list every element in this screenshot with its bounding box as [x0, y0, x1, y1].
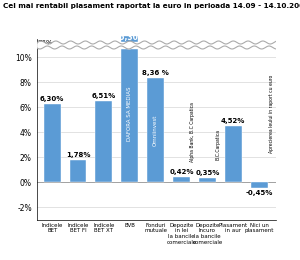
Text: 6,30%: 6,30% — [40, 96, 64, 102]
Text: 75,30%: 75,30% — [114, 33, 146, 42]
Text: Aprecierea leului in raport cu euro: Aprecierea leului in raport cu euro — [269, 74, 274, 153]
Text: DAFORA SA MEDIAS: DAFORA SA MEDIAS — [127, 86, 132, 141]
Bar — [147, 78, 164, 182]
Text: 0,35%: 0,35% — [195, 170, 220, 176]
Text: 4,52%: 4,52% — [221, 118, 245, 124]
Text: Alpha Bank, B.C Carpatica: Alpha Bank, B.C Carpatica — [190, 102, 195, 162]
Text: 76%: 76% — [37, 40, 53, 46]
Bar — [122, 49, 138, 182]
Text: 8,36 %: 8,36 % — [142, 70, 169, 76]
Bar — [251, 182, 268, 188]
Text: 1,78%: 1,78% — [66, 152, 90, 158]
Bar — [122, 36, 138, 42]
Bar — [70, 160, 86, 182]
Text: Cel mai rentabil plasament raportat la euro in perioada 14.09 - 14.10.2009: Cel mai rentabil plasament raportat la e… — [3, 3, 300, 9]
Text: 6,51%: 6,51% — [92, 93, 116, 99]
Bar — [173, 177, 190, 182]
Text: -0,45%: -0,45% — [245, 190, 273, 196]
Bar — [95, 101, 112, 182]
Bar — [44, 104, 61, 182]
Bar — [225, 126, 242, 182]
Text: B.C.Carpatica: B.C.Carpatica — [216, 129, 221, 160]
Text: 0,42%: 0,42% — [169, 169, 194, 175]
Text: Omniinvest: Omniinvest — [153, 114, 158, 146]
Bar — [199, 178, 216, 182]
